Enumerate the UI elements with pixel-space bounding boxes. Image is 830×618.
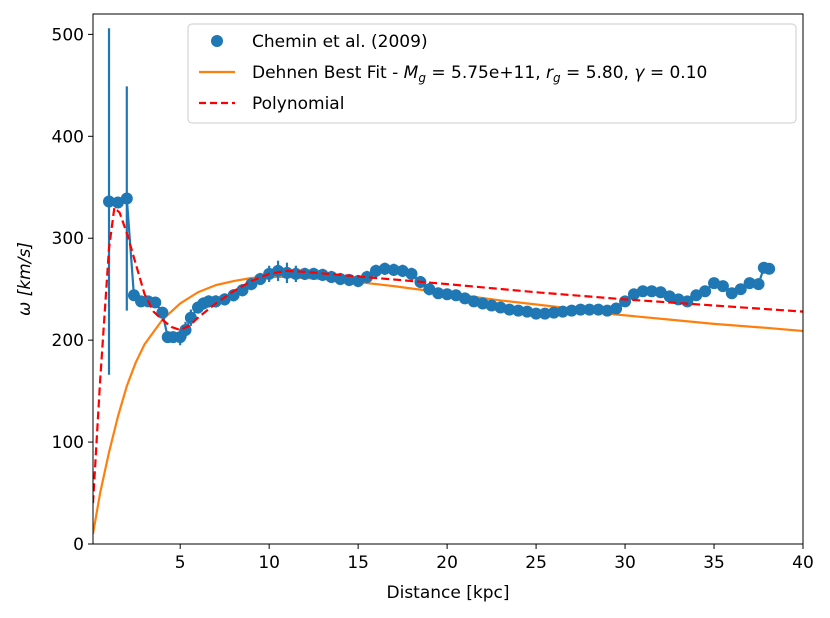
- data-point: [699, 285, 712, 298]
- data-point: [743, 277, 756, 290]
- data-point: [307, 267, 320, 280]
- x-tick-label: 25: [525, 553, 547, 573]
- x-axis-label: Distance [kpc]: [387, 583, 510, 603]
- data-point: [583, 303, 596, 316]
- data-point: [378, 262, 391, 275]
- y-tick-label: 300: [52, 229, 84, 249]
- legend-label-polynomial: Polynomial: [252, 94, 344, 114]
- y-tick-label: 100: [52, 433, 84, 453]
- legend-dehnen-gamma: γ: [634, 63, 645, 83]
- x-tick-label: 40: [792, 553, 814, 573]
- data-point: [103, 195, 116, 208]
- data-point: [538, 307, 551, 320]
- y-tick-label: 200: [52, 331, 84, 351]
- y-axis-symbol: ω: [15, 302, 35, 316]
- x-tick-label: 10: [258, 553, 280, 573]
- data-point: [387, 263, 400, 276]
- data-point: [716, 280, 729, 293]
- svg-text:ω [km/s]: ω [km/s]: [15, 242, 35, 316]
- y-tick-label: 0: [73, 535, 84, 555]
- y-tick-label: 400: [52, 127, 84, 147]
- x-tick-label: 5: [175, 553, 186, 573]
- data-point: [592, 303, 605, 316]
- data-point: [441, 288, 454, 301]
- legend-dehnen-prefix: Dehnen Best Fit -: [252, 63, 404, 83]
- legend-marker-chemin: [211, 35, 223, 47]
- legend-dehnen-r-val: = 5.80: [561, 63, 624, 83]
- data-point: [512, 304, 525, 317]
- data-point: [361, 270, 374, 283]
- x-tick-label: 15: [347, 553, 369, 573]
- data-point: [120, 192, 133, 205]
- data-point: [734, 283, 747, 296]
- data-point: [556, 305, 569, 318]
- legend-box: [187, 23, 797, 124]
- legend-dehnen-gamma-val: = 0.10: [644, 63, 707, 83]
- legend-dehnen-m-val: = 5.75e+11: [426, 63, 535, 83]
- data-point: [432, 287, 445, 300]
- data-point: [763, 262, 776, 275]
- data-point: [334, 273, 347, 285]
- data-point: [565, 304, 578, 317]
- data-point: [530, 307, 543, 320]
- legend-dehnen-r: r: [546, 63, 554, 83]
- data-point: [752, 278, 765, 291]
- y-axis-unit: [km/s]: [15, 242, 35, 296]
- y-tick-label: 500: [52, 25, 84, 45]
- polynomial-fit-line: [93, 206, 803, 504]
- plot-frame: [92, 13, 804, 545]
- legend-dehnen-m-sub: g: [418, 71, 426, 85]
- data-point: [574, 303, 587, 316]
- legend-dehnen-r-sub: g: [553, 71, 561, 85]
- data-point: [245, 278, 258, 291]
- data-point: [405, 267, 418, 280]
- x-tick-label: 30: [614, 553, 636, 573]
- y-axis-label: ω [km/s]: [15, 242, 35, 316]
- data-point: [547, 306, 560, 319]
- legend-dehnen-m: M: [404, 63, 419, 83]
- data-point: [610, 302, 623, 315]
- data-point: [149, 296, 162, 309]
- data-point: [636, 285, 649, 298]
- x-tick-label: 35: [703, 553, 725, 573]
- legend: Chemin et al. (2009) Dehnen Best Fit - M…: [187, 23, 797, 124]
- legend-label-dehnen: Dehnen Best Fit - Mg = 5.75e+11, rg = 5.…: [252, 63, 707, 85]
- data-point: [503, 303, 516, 316]
- x-tick-label: 20: [436, 553, 458, 573]
- legend-label-chemin: Chemin et al. (2009): [252, 32, 428, 52]
- data-point: [280, 266, 293, 279]
- data-point: [645, 285, 658, 298]
- data-point: [236, 284, 249, 297]
- data-point: [184, 311, 197, 324]
